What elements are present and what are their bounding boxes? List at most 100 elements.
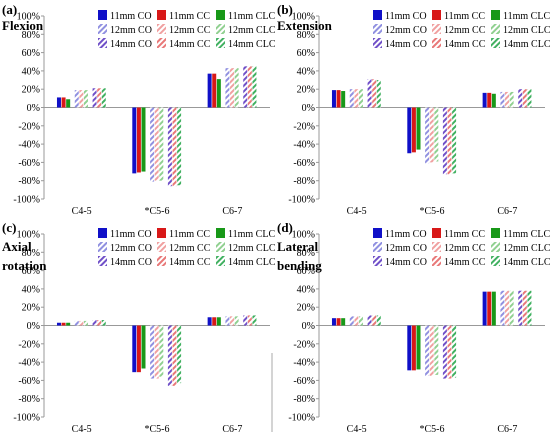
y-tick-label: -40% xyxy=(18,140,40,151)
y-tick-label: 40% xyxy=(297,284,315,295)
bar-c6-7-11mm-co xyxy=(482,291,487,326)
legend-swatch xyxy=(432,256,441,266)
bar-c6-7-14mm-clc xyxy=(252,315,257,326)
bar-c5-6-11mm-cc xyxy=(411,107,416,153)
y-tick-label: -100% xyxy=(13,413,40,424)
x-category-label: C6-7 xyxy=(497,206,517,217)
panel-title: rotation xyxy=(2,258,47,273)
legend-swatch xyxy=(491,228,500,238)
bar-c6-7-12mm-cc xyxy=(505,91,510,108)
legend-label: 11mm CC xyxy=(169,11,210,22)
x-category-label: C6-7 xyxy=(222,424,242,435)
legend-label: 12mm CO xyxy=(385,25,427,36)
legend-swatch xyxy=(373,38,382,48)
y-tick-label: 40% xyxy=(22,66,40,77)
bar-c4-5-11mm-clc xyxy=(341,318,346,326)
panel-label: (c) xyxy=(2,220,16,235)
bar-c6-7-14mm-co xyxy=(243,315,248,326)
bar-c5-6-11mm-co xyxy=(407,325,412,371)
bar-c5-6-14mm-cc xyxy=(172,325,177,386)
bar-c6-7-14mm-co xyxy=(518,290,523,326)
y-tick-label: 100% xyxy=(17,12,40,23)
legend-label: 12mm CC xyxy=(444,243,486,254)
bar-c4-5-12mm-clc xyxy=(358,89,363,108)
legend-swatch xyxy=(432,38,441,48)
bar-c4-5-14mm-co xyxy=(92,320,97,326)
bar-c4-5-11mm-cc xyxy=(61,97,66,108)
legend-label: 12mm CC xyxy=(169,243,211,254)
bar-c4-5-14mm-co xyxy=(367,315,372,326)
legend-swatch xyxy=(216,242,225,252)
legend-label: 14mm CLC xyxy=(503,257,550,268)
bar-c5-6-11mm-co xyxy=(407,107,412,154)
legend-swatch xyxy=(491,10,500,20)
bar-c6-7-12mm-clc xyxy=(234,68,239,108)
y-tick-label: 60% xyxy=(297,48,315,59)
y-tick-label: -100% xyxy=(288,195,315,206)
legend-label: 14mm CO xyxy=(385,39,427,50)
bar-c4-5-14mm-cc xyxy=(372,315,377,326)
bar-c5-6-12mm-co xyxy=(150,325,155,379)
legend-swatch xyxy=(157,242,166,252)
legend-swatch xyxy=(491,24,500,34)
x-category-label: C4-5 xyxy=(347,424,367,435)
legend-label: 14mm CLC xyxy=(228,257,276,268)
panel-c: 100% 80% 60% 40% 20% 0% -20% -40% -60% -80% -100% C… xyxy=(2,220,276,435)
bar-c6-7-14mm-cc xyxy=(247,315,252,326)
legend-swatch xyxy=(216,38,225,48)
legend-swatch xyxy=(373,10,382,20)
bar-c5-6-12mm-cc xyxy=(154,107,159,181)
y-tick-label: 0% xyxy=(302,103,315,114)
legend-swatch xyxy=(157,228,166,238)
bar-c4-5-12mm-cc xyxy=(79,320,84,326)
y-tick-label: 80% xyxy=(297,30,315,41)
bar-c6-7-12mm-clc xyxy=(234,316,239,326)
bar-c5-6-12mm-clc xyxy=(434,107,439,162)
bar-c5-6-11mm-clc xyxy=(416,325,421,370)
bar-c5-6-11mm-co xyxy=(132,325,137,373)
legend-label: 11mm CLC xyxy=(228,229,275,240)
bar-c5-6-12mm-clc xyxy=(159,107,164,181)
legend-label: 11mm CC xyxy=(444,11,485,22)
legend-swatch xyxy=(491,38,500,48)
legend-swatch xyxy=(432,10,441,20)
bar-c5-6-11mm-clc xyxy=(416,107,421,150)
bar-c4-5-14mm-clc xyxy=(101,320,106,326)
y-tick-label: -80% xyxy=(293,176,315,187)
y-tick-label: 60% xyxy=(297,266,315,277)
bar-c4-5-11mm-clc xyxy=(341,91,346,108)
bar-c4-5-14mm-clc xyxy=(376,80,381,108)
legend-label: 12mm CO xyxy=(385,243,427,254)
bar-c6-7-12mm-co xyxy=(500,290,505,326)
bar-c5-6-11mm-co xyxy=(132,107,137,174)
panel-title: Axial xyxy=(2,239,32,254)
legend-swatch xyxy=(216,24,225,34)
y-tick-label: 20% xyxy=(22,85,40,96)
y-tick-label: 80% xyxy=(22,30,40,41)
bar-c4-5-11mm-cc xyxy=(61,322,66,326)
y-tick-label: 60% xyxy=(22,48,40,59)
y-tick-label: 100% xyxy=(292,12,315,23)
bar-c5-6-14mm-co xyxy=(442,325,447,379)
bar-c5-6-14mm-clc xyxy=(177,325,182,384)
y-tick-label: 100% xyxy=(292,230,315,241)
y-tick-label: -60% xyxy=(293,158,315,169)
legend-label: 14mm CC xyxy=(169,39,211,50)
bar-c4-5-11mm-cc xyxy=(336,318,341,326)
panel-label: (b) xyxy=(277,2,293,17)
bar-c4-5-12mm-clc xyxy=(83,320,88,326)
legend-label: 14mm CC xyxy=(444,39,486,50)
y-tick-label: 80% xyxy=(297,248,315,259)
x-category-label: C4-5 xyxy=(72,424,92,435)
panel-d: 100% 80% 60% 40% 20% 0% -20% -40% -60% -80% -100% C… xyxy=(277,220,550,435)
bar-c6-7-11mm-co xyxy=(207,317,212,326)
y-tick-label: 40% xyxy=(297,66,315,77)
legend-label: 11mm CO xyxy=(110,11,152,22)
y-tick-label: -60% xyxy=(293,376,315,387)
bar-c6-7-11mm-cc xyxy=(212,73,217,108)
bar-c4-5-11mm-clc xyxy=(66,99,71,108)
panel-title: Extension xyxy=(277,18,333,33)
bar-c5-6-14mm-cc xyxy=(172,107,177,187)
legend-label: 11mm CLC xyxy=(503,11,550,22)
panel-label: (a) xyxy=(2,2,17,17)
